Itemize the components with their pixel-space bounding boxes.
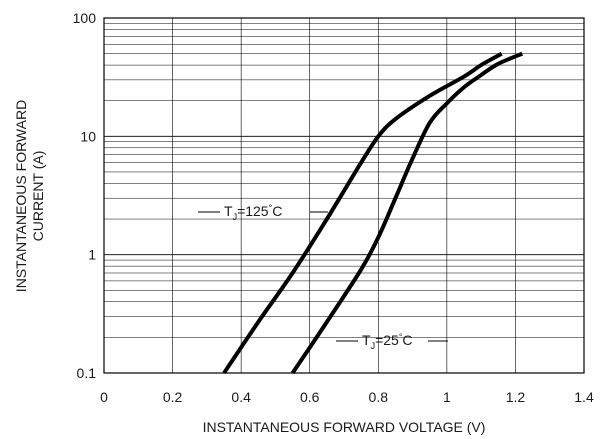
x-tick-label: 0 xyxy=(100,389,108,405)
gridlines xyxy=(104,18,584,373)
y-axis-title-line-2: CURRENT (A) xyxy=(30,151,46,242)
plot-frame xyxy=(103,17,585,374)
series-label-tj25: TJ=25°C xyxy=(336,332,448,351)
series-label-tj125-subscript: J xyxy=(233,212,238,222)
tick-labels: 0 0.2 0.4 0.6 0.8 1 1.2 1.4 0.1 1 10 100 xyxy=(73,10,594,405)
series-label-tj125-prefix: T xyxy=(224,203,233,219)
x-tick-label: 0.4 xyxy=(231,389,251,405)
x-tick-label: 0.6 xyxy=(300,389,320,405)
x-tick-label: 1 xyxy=(443,389,451,405)
x-tick-label: 0.8 xyxy=(369,389,389,405)
series-label-tj25-text: TJ=25°C xyxy=(362,332,413,351)
series-label-tj25-prefix: T xyxy=(362,332,371,348)
series-label-tj125-value: =125 xyxy=(237,203,269,219)
x-tick-label: 0.2 xyxy=(163,389,183,405)
series-label-tj25-unit: C xyxy=(402,332,412,348)
x-axis-title: INSTANTANEOUS FORWARD VOLTAGE (V) xyxy=(203,419,486,435)
y-tick-label: 100 xyxy=(73,10,97,26)
x-tick-label: 1.4 xyxy=(574,389,594,405)
series-label-tj25-degree: ° xyxy=(399,332,403,342)
y-tick-label: 10 xyxy=(80,128,96,144)
plot-background xyxy=(104,18,584,373)
series-label-tj125-unit: C xyxy=(272,203,282,219)
y-axis-title: INSTANTANEOUS FORWARD CURRENT (A) xyxy=(13,100,46,292)
data-series xyxy=(222,51,524,375)
series-label-tj25-subscript: J xyxy=(371,341,376,351)
y-tick-label: 0.1 xyxy=(77,365,97,381)
x-tick-label: 1.2 xyxy=(506,389,526,405)
series-label-tj125-degree: ° xyxy=(269,203,273,213)
series-label-tj125: TJ=125°C xyxy=(198,203,328,222)
series-label-tj125-text: TJ=125°C xyxy=(224,203,282,222)
series-line-1 xyxy=(290,51,524,375)
y-axis-title-line-1: INSTANTANEOUS FORWARD xyxy=(13,100,29,292)
series-label-tj25-value: =25 xyxy=(375,332,399,348)
y-tick-label: 1 xyxy=(88,247,96,263)
series-line-0 xyxy=(222,51,503,375)
